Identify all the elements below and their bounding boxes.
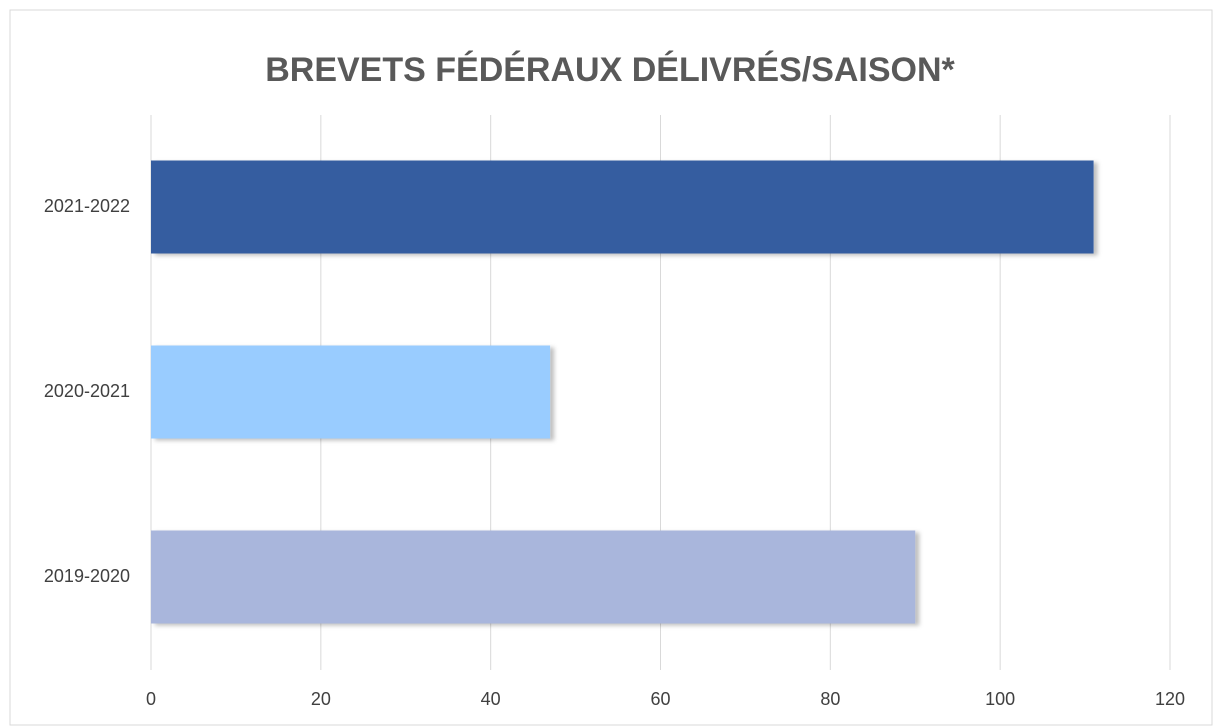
chart-title: BREVETS FÉDÉRAUX DÉLIVRÉS/SAISON*	[265, 51, 955, 89]
y-tick-label: 2019-2020	[44, 566, 130, 586]
y-tick-label: 2021-2022	[44, 196, 130, 216]
bar	[151, 160, 1094, 254]
y-tick-label: 2020-2021	[44, 381, 130, 401]
x-tick-label: 20	[311, 689, 331, 709]
plot: 2021-2022 2020-2021 2019-2020	[44, 160, 1094, 624]
x-tick-label: 120	[1155, 689, 1185, 709]
bar	[151, 345, 551, 439]
x-tick-label: 0	[146, 689, 156, 709]
x-tick-label: 40	[481, 689, 501, 709]
bar	[151, 530, 916, 624]
x-tick-label: 80	[820, 689, 840, 709]
x-tick-label: 100	[985, 689, 1015, 709]
x-tick-label: 60	[650, 689, 670, 709]
